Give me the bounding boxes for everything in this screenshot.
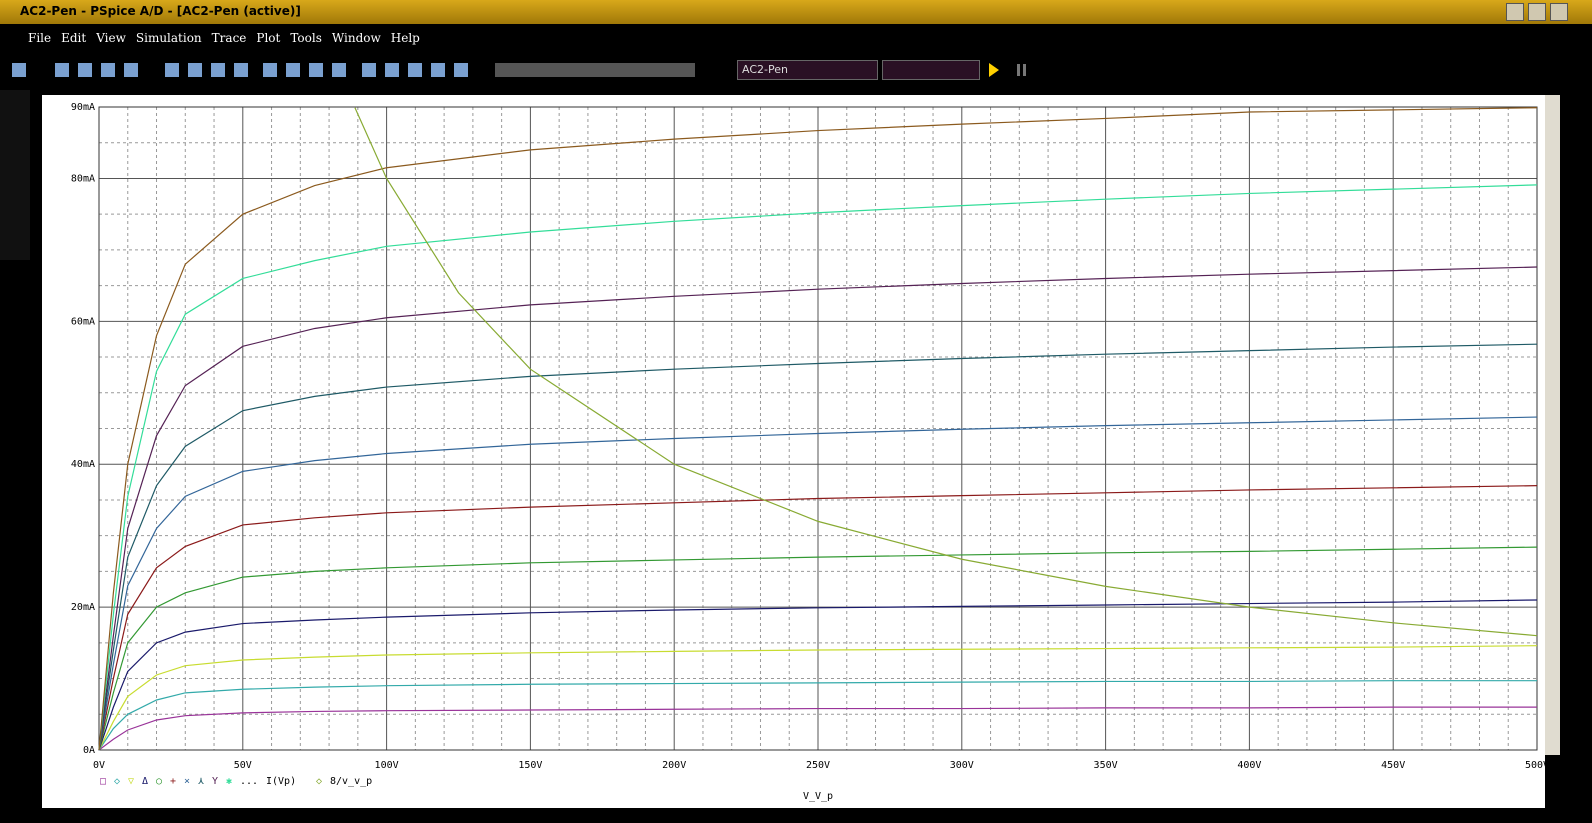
x-tick-label: 400V — [1237, 760, 1261, 771]
x-tick-label: 500V — [1525, 760, 1549, 771]
trace — [98, 107, 1538, 751]
trace — [98, 680, 1537, 751]
menu-item[interactable]: File — [28, 31, 52, 45]
trace — [98, 184, 1538, 751]
title-bar: AC2-Pen - PSpice A/D - [AC2-Pen (active)… — [0, 0, 1592, 24]
legend-more: ... — [240, 776, 258, 787]
scrollbar[interactable] — [1545, 95, 1560, 755]
side-toolbar — [0, 90, 30, 260]
trace — [98, 343, 1538, 751]
x-tick-label: 50V — [234, 760, 252, 771]
legend-marker: ◇ — [316, 776, 322, 787]
toolbar-icons — [12, 63, 695, 77]
y-tick-label: 40mA — [71, 459, 95, 470]
legend-label: I(Vp) — [266, 776, 296, 787]
legend-marker: ○ — [156, 776, 162, 787]
y-tick-label: 20mA — [71, 602, 95, 613]
menu-item[interactable]: Simulation — [135, 31, 202, 45]
profile-box[interactable]: AC2-Pen — [737, 60, 878, 80]
menu-item[interactable]: Edit — [61, 31, 87, 45]
x-tick-label: 150V — [518, 760, 542, 771]
x-tick-label: 0V — [93, 760, 105, 771]
legend-label: 8/v_v_p — [330, 776, 372, 787]
maximize[interactable] — [1528, 3, 1546, 21]
x-tick-label: 450V — [1381, 760, 1405, 771]
legend-marker: × — [184, 776, 190, 787]
y-tick-label: 90mA — [71, 102, 95, 113]
legend-marker: + — [170, 776, 176, 787]
y-tick-label: 0A — [83, 745, 95, 756]
y-tick-label: 80mA — [71, 173, 95, 184]
menu-item[interactable]: Plot — [256, 31, 281, 45]
y-tick-label: 60mA — [71, 316, 95, 327]
trace — [98, 706, 1537, 751]
run[interactable] — [989, 63, 999, 77]
trace — [98, 416, 1538, 751]
run-controls — [989, 63, 1026, 77]
x-tick-label: 250V — [806, 760, 830, 771]
legend-marker: Δ — [142, 776, 148, 787]
x-tick-label: 300V — [950, 760, 974, 771]
menu-item[interactable]: Trace — [211, 31, 247, 45]
x-axis-label: V_V_p — [803, 791, 833, 802]
minimize[interactable] — [1506, 3, 1524, 21]
window-title: AC2-Pen - PSpice A/D - [AC2-Pen (active)… — [20, 4, 301, 18]
menu-item[interactable]: View — [96, 31, 126, 45]
trace — [98, 485, 1538, 751]
menu-bar: File Edit View Simulation Trace Plot Tools Wind… — [0, 26, 1592, 50]
menu-item[interactable]: Help — [390, 31, 420, 45]
x-tick-label: 200V — [662, 760, 686, 771]
trace — [98, 266, 1538, 751]
legend-marker: □ — [100, 776, 106, 787]
trace — [98, 645, 1538, 751]
legend-marker: ▽ — [128, 776, 134, 787]
plot-frame — [98, 106, 1538, 751]
progress — [882, 60, 980, 80]
toolbar — [0, 55, 1592, 85]
x-tick-label: 100V — [375, 760, 399, 771]
close[interactable] — [1550, 3, 1568, 21]
legend-marker: ✱ — [226, 776, 232, 787]
x-tick-label: 350V — [1094, 760, 1118, 771]
trace — [98, 546, 1538, 751]
legend-marker: Y — [212, 776, 218, 787]
legend-marker: ◇ — [114, 776, 120, 787]
trace — [98, 599, 1538, 751]
menu-item[interactable]: Window — [331, 31, 381, 45]
trace — [354, 107, 1538, 637]
menu-item[interactable]: Tools — [290, 31, 322, 45]
legend-marker: ⋏ — [197, 776, 205, 787]
